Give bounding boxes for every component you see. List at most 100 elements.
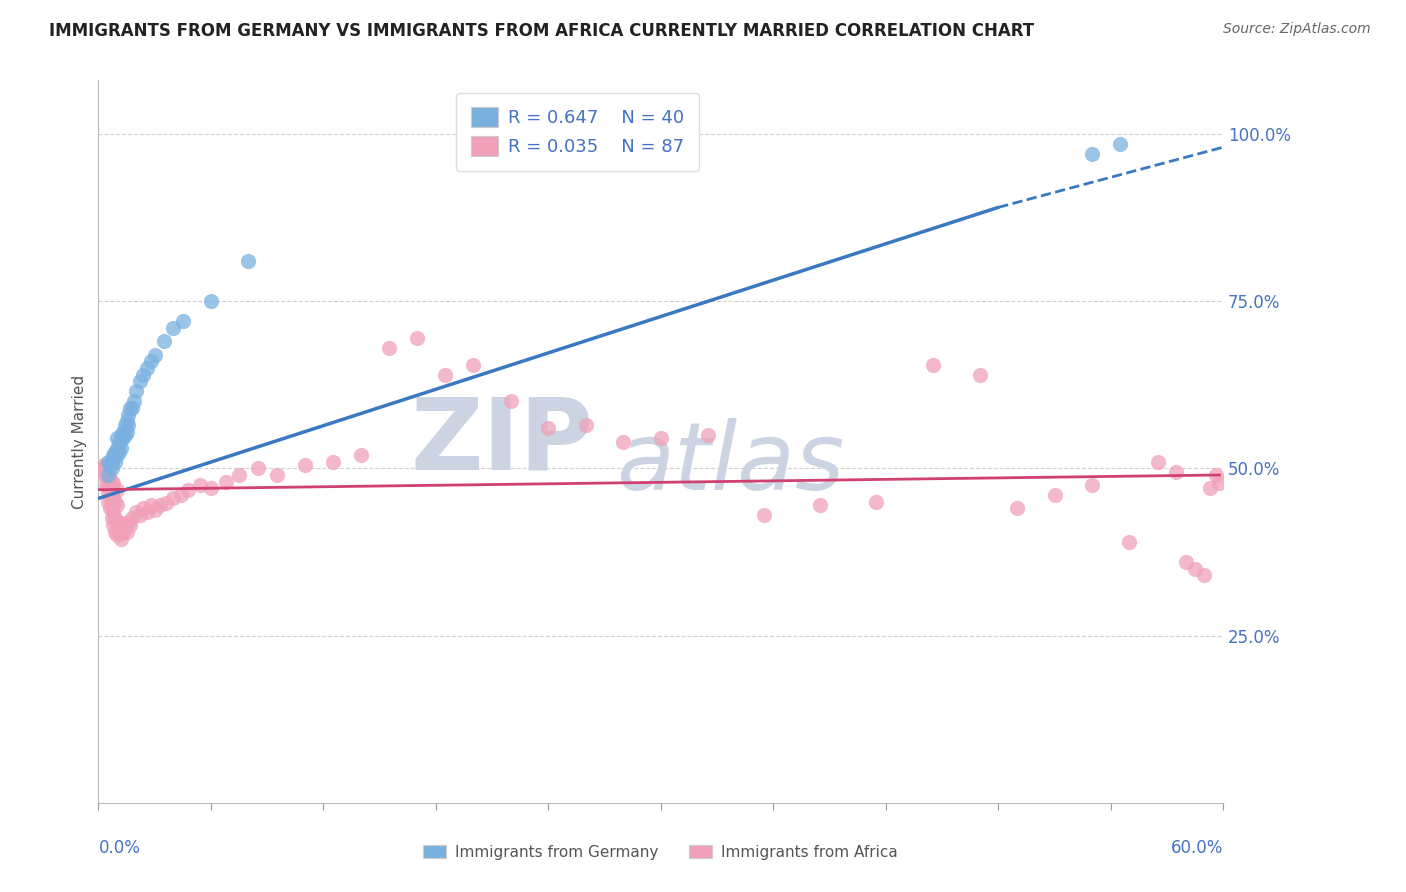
Point — [97, 465, 120, 479]
Point — [97, 458, 120, 472]
Point — [103, 451, 125, 466]
Point — [117, 417, 139, 432]
Point — [105, 483, 128, 497]
Point — [98, 491, 121, 506]
Point — [1005, 501, 1028, 516]
Point — [105, 515, 128, 529]
Point — [1205, 467, 1227, 482]
Point — [1146, 455, 1168, 469]
Point — [108, 444, 131, 458]
Point — [105, 528, 128, 542]
Point — [103, 505, 125, 519]
Point — [98, 501, 121, 516]
Point — [246, 461, 269, 475]
Text: 0.0%: 0.0% — [98, 838, 141, 857]
Y-axis label: Currently Married: Currently Married — [72, 375, 87, 508]
Point — [463, 358, 485, 372]
Point — [93, 458, 115, 472]
Point — [100, 461, 122, 475]
Point — [111, 425, 134, 439]
Point — [110, 516, 132, 530]
Point — [94, 467, 117, 482]
Point — [121, 511, 143, 525]
Point — [98, 482, 121, 496]
Point — [93, 461, 115, 475]
Point — [104, 524, 127, 539]
Point — [434, 368, 457, 382]
Point — [105, 431, 128, 445]
Point — [114, 518, 136, 533]
Point — [110, 442, 132, 455]
Point — [200, 294, 222, 309]
Point — [1081, 147, 1104, 161]
Point — [97, 478, 120, 492]
Point — [128, 508, 150, 523]
Text: 60.0%: 60.0% — [1171, 838, 1223, 857]
Point — [114, 417, 136, 432]
Point — [1166, 465, 1188, 479]
Point — [128, 375, 150, 389]
Point — [1194, 568, 1216, 582]
Point — [752, 508, 775, 523]
Point — [104, 511, 127, 525]
Point — [969, 368, 991, 382]
Point — [143, 503, 166, 517]
Point — [215, 475, 238, 489]
Point — [108, 523, 131, 537]
Point — [120, 401, 142, 416]
Point — [115, 425, 138, 439]
Point — [499, 394, 522, 409]
Point — [100, 476, 122, 491]
Point — [117, 515, 139, 529]
Point — [93, 467, 115, 482]
Point — [172, 314, 194, 328]
Point — [143, 348, 166, 362]
Point — [1199, 482, 1222, 496]
Point — [115, 414, 138, 429]
Point — [155, 496, 177, 510]
Point — [808, 498, 831, 512]
Point — [350, 448, 373, 462]
Point — [170, 488, 193, 502]
Point — [406, 331, 429, 345]
Point — [177, 483, 200, 497]
Text: ZIP: ZIP — [411, 393, 593, 490]
Point — [228, 467, 250, 482]
Point — [921, 358, 943, 372]
Point — [111, 524, 134, 539]
Point — [104, 494, 127, 508]
Point — [110, 427, 132, 442]
Point — [100, 498, 122, 512]
Point — [103, 518, 125, 533]
Point — [188, 478, 211, 492]
Point — [105, 442, 128, 455]
Point — [136, 505, 159, 519]
Point — [94, 458, 117, 472]
Point — [575, 417, 598, 432]
Point — [104, 455, 127, 469]
Point — [100, 455, 122, 469]
Point — [139, 498, 162, 512]
Point — [132, 501, 155, 516]
Point — [121, 401, 143, 416]
Point — [100, 511, 122, 525]
Point — [98, 458, 121, 472]
Point — [97, 455, 120, 469]
Point — [136, 361, 159, 376]
Point — [865, 494, 887, 508]
Point — [97, 484, 120, 499]
Point — [108, 434, 131, 449]
Point — [98, 471, 121, 485]
Point — [139, 354, 162, 368]
Point — [612, 434, 634, 449]
Point — [200, 482, 222, 496]
Point — [122, 394, 145, 409]
Point — [125, 505, 148, 519]
Point — [1118, 534, 1140, 549]
Point — [238, 254, 260, 268]
Point — [162, 491, 184, 506]
Point — [103, 491, 125, 506]
Point — [153, 334, 176, 349]
Point — [94, 478, 117, 492]
Point — [294, 458, 316, 472]
